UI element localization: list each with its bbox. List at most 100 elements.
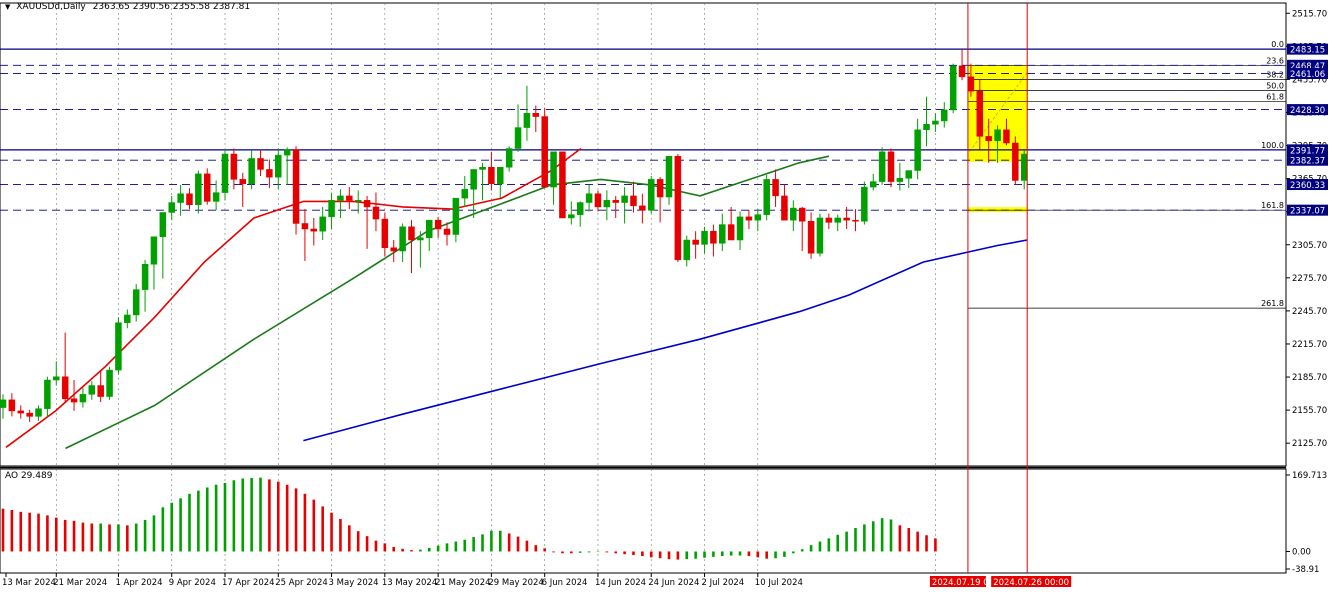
candle[interactable] bbox=[452, 197, 460, 243]
candle[interactable] bbox=[790, 200, 797, 232]
candle[interactable] bbox=[399, 223, 406, 263]
candle[interactable] bbox=[1003, 118, 1010, 146]
candle[interactable] bbox=[266, 159, 273, 189]
dropdown-triangle-icon[interactable]: ▼ bbox=[5, 3, 11, 11]
candle[interactable] bbox=[61, 332, 69, 404]
candle[interactable] bbox=[878, 147, 886, 185]
candle[interactable] bbox=[212, 180, 220, 211]
candle[interactable] bbox=[177, 184, 184, 216]
candle[interactable] bbox=[239, 172, 247, 207]
candle[interactable] bbox=[683, 235, 691, 267]
candle[interactable] bbox=[941, 102, 948, 128]
candle[interactable] bbox=[0, 394, 7, 419]
candle[interactable] bbox=[994, 125, 1001, 163]
candle[interactable] bbox=[905, 170, 913, 189]
candle[interactable] bbox=[248, 150, 255, 190]
candle[interactable] bbox=[479, 162, 486, 201]
candle[interactable] bbox=[896, 162, 904, 191]
candle[interactable] bbox=[106, 366, 113, 400]
candle[interactable] bbox=[88, 381, 96, 400]
candle[interactable] bbox=[17, 405, 25, 419]
candle[interactable] bbox=[674, 154, 682, 263]
candle[interactable] bbox=[141, 259, 149, 312]
candle[interactable] bbox=[292, 146, 300, 235]
candle[interactable] bbox=[887, 148, 895, 188]
candle[interactable] bbox=[346, 187, 353, 210]
candle[interactable] bbox=[692, 231, 699, 259]
candle[interactable] bbox=[257, 149, 264, 177]
candle[interactable] bbox=[559, 151, 566, 219]
candle[interactable] bbox=[470, 169, 477, 218]
candle[interactable] bbox=[976, 79, 984, 150]
candle[interactable] bbox=[70, 380, 78, 411]
candle[interactable] bbox=[630, 181, 637, 213]
candle[interactable] bbox=[505, 146, 513, 172]
candle[interactable] bbox=[541, 107, 548, 188]
candle[interactable] bbox=[656, 177, 664, 223]
candle[interactable] bbox=[168, 195, 175, 221]
candle[interactable] bbox=[461, 176, 469, 207]
candle[interactable] bbox=[328, 192, 335, 229]
candle[interactable] bbox=[647, 176, 655, 214]
candle[interactable] bbox=[230, 148, 238, 190]
candle[interactable] bbox=[603, 190, 611, 221]
candle[interactable] bbox=[354, 190, 362, 214]
candle[interactable] bbox=[124, 309, 131, 329]
candle[interactable] bbox=[53, 361, 60, 386]
candle[interactable] bbox=[390, 240, 397, 263]
candle[interactable] bbox=[985, 118, 992, 163]
candle[interactable] bbox=[745, 210, 753, 229]
candle[interactable] bbox=[159, 212, 167, 279]
candle[interactable] bbox=[221, 149, 229, 201]
candle[interactable] bbox=[363, 195, 371, 249]
candle[interactable] bbox=[576, 201, 584, 227]
candle[interactable] bbox=[150, 236, 158, 290]
candle[interactable] bbox=[914, 118, 921, 180]
candle[interactable] bbox=[372, 192, 380, 232]
candle[interactable] bbox=[923, 96, 930, 147]
candle[interactable] bbox=[825, 213, 833, 229]
candle[interactable] bbox=[275, 148, 282, 190]
candle[interactable] bbox=[958, 49, 966, 81]
candle[interactable] bbox=[301, 209, 309, 261]
candle[interactable] bbox=[594, 190, 602, 212]
candle[interactable] bbox=[532, 105, 540, 132]
candle[interactable] bbox=[408, 220, 415, 274]
candle[interactable] bbox=[568, 201, 575, 225]
candle[interactable] bbox=[26, 409, 33, 422]
candle[interactable] bbox=[203, 168, 211, 205]
candle[interactable] bbox=[852, 209, 859, 232]
candle[interactable] bbox=[310, 217, 318, 246]
candle[interactable] bbox=[585, 184, 593, 212]
candle[interactable] bbox=[710, 224, 717, 257]
candle[interactable] bbox=[434, 216, 442, 238]
candle[interactable] bbox=[1012, 136, 1019, 185]
candle[interactable] bbox=[869, 173, 877, 191]
candle[interactable] bbox=[798, 206, 806, 252]
candle[interactable] bbox=[8, 393, 16, 417]
candles-layer[interactable] bbox=[0, 49, 1028, 422]
candle[interactable] bbox=[861, 181, 868, 225]
candle[interactable] bbox=[843, 206, 850, 229]
candle[interactable] bbox=[381, 212, 389, 257]
candle[interactable] bbox=[97, 370, 104, 403]
candle[interactable] bbox=[115, 317, 122, 375]
candle[interactable] bbox=[612, 195, 619, 218]
candle[interactable] bbox=[523, 85, 531, 141]
candle[interactable] bbox=[621, 187, 628, 224]
candle[interactable] bbox=[763, 174, 770, 221]
candle[interactable] bbox=[44, 376, 51, 417]
candle[interactable] bbox=[550, 151, 557, 205]
candle[interactable] bbox=[949, 63, 957, 114]
candle[interactable] bbox=[132, 284, 140, 322]
candle[interactable] bbox=[425, 219, 433, 252]
candle[interactable] bbox=[319, 206, 326, 241]
candle[interactable] bbox=[186, 188, 193, 210]
candle[interactable] bbox=[79, 387, 87, 408]
candle[interactable] bbox=[816, 213, 824, 257]
candle[interactable] bbox=[497, 167, 504, 199]
candle[interactable] bbox=[488, 151, 495, 191]
candle[interactable] bbox=[727, 206, 735, 241]
